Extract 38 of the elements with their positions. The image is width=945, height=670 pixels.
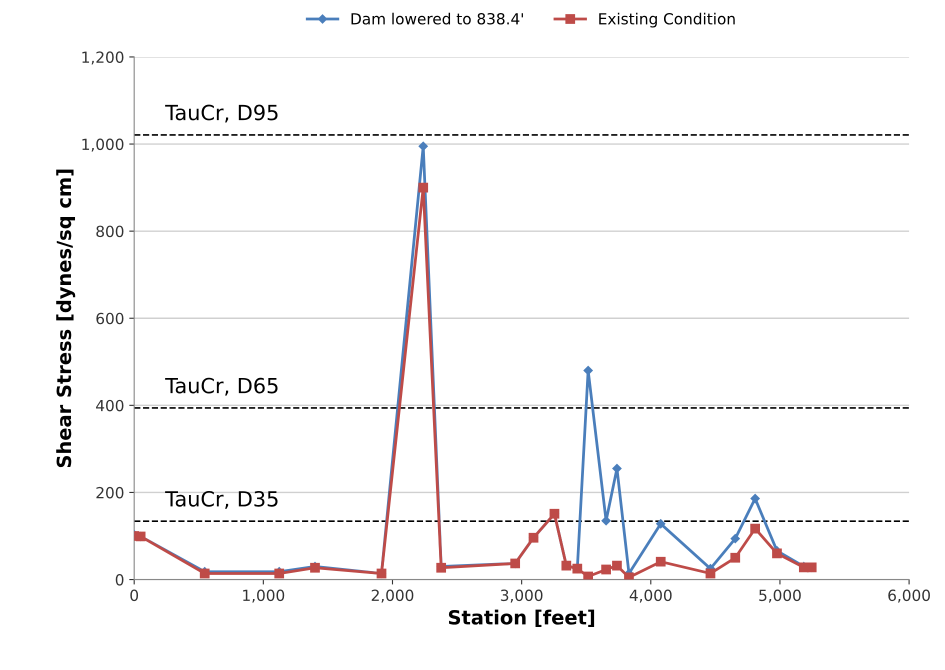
x-tick-label: 6,000 bbox=[888, 590, 930, 603]
x-tick-label: 3,000 bbox=[500, 590, 542, 603]
point bbox=[601, 516, 611, 526]
y-tick-label: 0 bbox=[116, 574, 124, 586]
x-tick-label: 4,000 bbox=[630, 590, 672, 603]
point bbox=[750, 494, 760, 504]
point bbox=[624, 572, 634, 580]
legend-label: Existing Condition bbox=[599, 12, 735, 28]
point bbox=[656, 556, 666, 567]
y-tick-label: 1,000 bbox=[82, 138, 124, 152]
ref-line-label: TauCr, D35 bbox=[165, 490, 278, 509]
y-tick-label: 400 bbox=[96, 400, 124, 412]
x-tick-label: 0 bbox=[130, 590, 138, 602]
point bbox=[706, 568, 716, 578]
ref-line-label: TauCr, D95 bbox=[165, 104, 278, 123]
point bbox=[750, 524, 760, 534]
point bbox=[584, 366, 593, 376]
ref-line-label: TauCr, D65 bbox=[165, 378, 278, 396]
y-tick-label: 200 bbox=[96, 486, 124, 498]
point bbox=[730, 534, 740, 544]
point bbox=[612, 464, 622, 474]
point bbox=[418, 182, 428, 192]
x-tick-label: 2,000 bbox=[372, 590, 414, 603]
point bbox=[772, 548, 782, 558]
x-tick-label: 5,000 bbox=[759, 590, 801, 603]
point bbox=[656, 519, 666, 528]
x-axis-title: Station [feet] bbox=[448, 610, 594, 627]
point bbox=[601, 564, 611, 574]
legend-label: Dam lowered to 838.4' bbox=[352, 12, 523, 25]
y-axis-title: Shear Stress [dynes/sq cm] bbox=[56, 170, 76, 468]
y-tick-label: 600 bbox=[96, 312, 124, 324]
point bbox=[730, 552, 740, 563]
y-tick-label: 1,200 bbox=[82, 51, 124, 65]
point bbox=[583, 572, 594, 580]
y-tick-label: 800 bbox=[96, 226, 124, 238]
point bbox=[612, 560, 622, 570]
x-tick-label: 1,000 bbox=[243, 590, 284, 603]
point bbox=[418, 142, 428, 151]
